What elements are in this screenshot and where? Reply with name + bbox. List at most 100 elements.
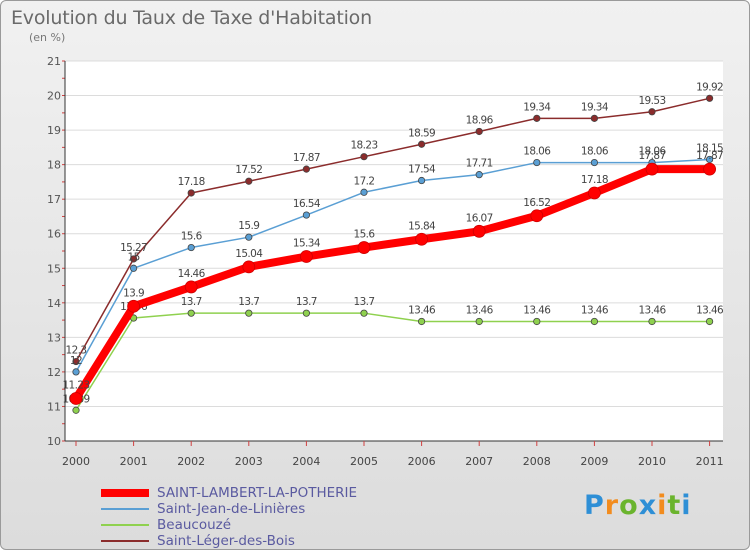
legend-label: Beaucouzé [157, 517, 232, 533]
y-tick-label: 17 [47, 193, 61, 206]
data-label: 15.9 [238, 220, 259, 232]
legend-swatch [101, 489, 149, 497]
legend-item: Saint-Jean-de-Linières [101, 501, 305, 517]
data-label: 17.2 [354, 175, 375, 187]
data-label: 12 [70, 355, 82, 367]
data-point [187, 243, 195, 252]
logo-letter: o [619, 490, 639, 521]
data-point [130, 255, 138, 263]
data-point [187, 189, 195, 197]
x-tick-label: 2004 [292, 455, 320, 468]
data-point [588, 186, 601, 200]
logo-letter: i [657, 490, 668, 521]
data-label: 18.06 [638, 146, 666, 158]
data-point [360, 188, 368, 196]
data-point [245, 177, 253, 185]
x-tick-label: 2000 [62, 455, 90, 468]
data-point [705, 155, 714, 164]
data-point [245, 309, 253, 317]
data-point [703, 162, 716, 176]
proxiti-logo: Proxiti [584, 490, 692, 521]
x-tick-label: 2010 [638, 455, 666, 468]
legend-swatch [101, 540, 149, 542]
x-tick-label: 2005 [350, 455, 378, 468]
x-tick-label: 2008 [523, 455, 551, 468]
legend-swatch [101, 508, 149, 510]
data-label: 18.96 [466, 114, 494, 126]
chart-title: Evolution du Taux de Taxe d'Habitation [11, 7, 372, 29]
data-point [417, 176, 426, 185]
data-point [72, 368, 80, 376]
data-label: 17.52 [235, 164, 262, 176]
data-point [417, 317, 426, 326]
legend-label: Saint-Jean-de-Linières [157, 501, 306, 517]
data-point [417, 140, 426, 148]
data-point [130, 264, 138, 272]
series-line [75, 158, 711, 373]
data-point [645, 162, 659, 176]
logo-letter: i [681, 490, 692, 521]
data-label: 17.87 [696, 150, 723, 162]
data-point [415, 232, 429, 246]
series-line [75, 97, 711, 363]
logo-letter: r [604, 490, 620, 521]
data-point [648, 317, 656, 326]
data-point [533, 114, 541, 122]
data-point [705, 94, 714, 102]
data-label: 14.46 [178, 268, 206, 280]
data-point [302, 165, 310, 173]
y-tick-label: 14 [47, 297, 61, 310]
x-tick-label: 2001 [120, 455, 148, 468]
data-point [590, 114, 599, 122]
data-label: 16.07 [466, 212, 493, 224]
logo-letter: t [667, 490, 682, 521]
x-tick-label: 2011 [696, 455, 724, 468]
data-label: 18.59 [408, 127, 435, 139]
logo-letter: x [638, 490, 658, 521]
data-point [302, 309, 310, 317]
data-point [302, 211, 310, 219]
data-label: 18.06 [523, 146, 551, 158]
chart-unit-label: (en %) [29, 31, 66, 44]
data-label: 17.54 [408, 164, 436, 176]
data-label: 17.18 [581, 174, 608, 186]
data-label: 19.34 [523, 101, 551, 113]
data-point [299, 250, 313, 263]
data-point [242, 260, 256, 274]
x-tick-label: 2002 [177, 455, 205, 468]
data-point [69, 392, 83, 405]
data-label: 13.46 [638, 304, 666, 316]
data-label: 13.46 [466, 304, 494, 316]
data-point [187, 309, 195, 317]
data-point [533, 317, 541, 326]
data-label: 15 [128, 251, 140, 263]
series-line [75, 312, 711, 412]
data-label: 17.87 [638, 150, 665, 162]
y-tick-label: 20 [47, 90, 61, 103]
legend-item: Beaucouzé [101, 517, 231, 533]
data-label: 19.53 [638, 95, 665, 107]
data-point [533, 158, 541, 167]
data-label: 13.46 [408, 304, 436, 316]
y-tick-label: 11 [47, 400, 61, 413]
y-tick-label: 12 [47, 366, 61, 379]
data-point [475, 317, 483, 326]
data-label: 16.52 [523, 197, 550, 209]
data-label: 18.15 [696, 142, 723, 154]
legend-item: SAINT-LAMBERT-LA-POTHERIE [101, 485, 357, 501]
y-tick-label: 10 [47, 435, 61, 448]
data-point [245, 233, 253, 241]
data-label: 16.54 [293, 198, 321, 210]
data-label: 18.23 [350, 140, 377, 152]
data-label: 15.6 [181, 231, 203, 243]
data-point [705, 317, 714, 326]
data-label: 13.46 [696, 304, 724, 316]
data-label: 13.46 [581, 304, 609, 316]
x-tick-label: 2006 [408, 455, 436, 468]
plot-area [65, 61, 723, 441]
legend-item: Saint-Léger-des-Bois [101, 533, 295, 549]
data-point [648, 108, 656, 116]
data-label: 13.7 [354, 296, 375, 308]
y-tick-label: 21 [47, 55, 61, 68]
